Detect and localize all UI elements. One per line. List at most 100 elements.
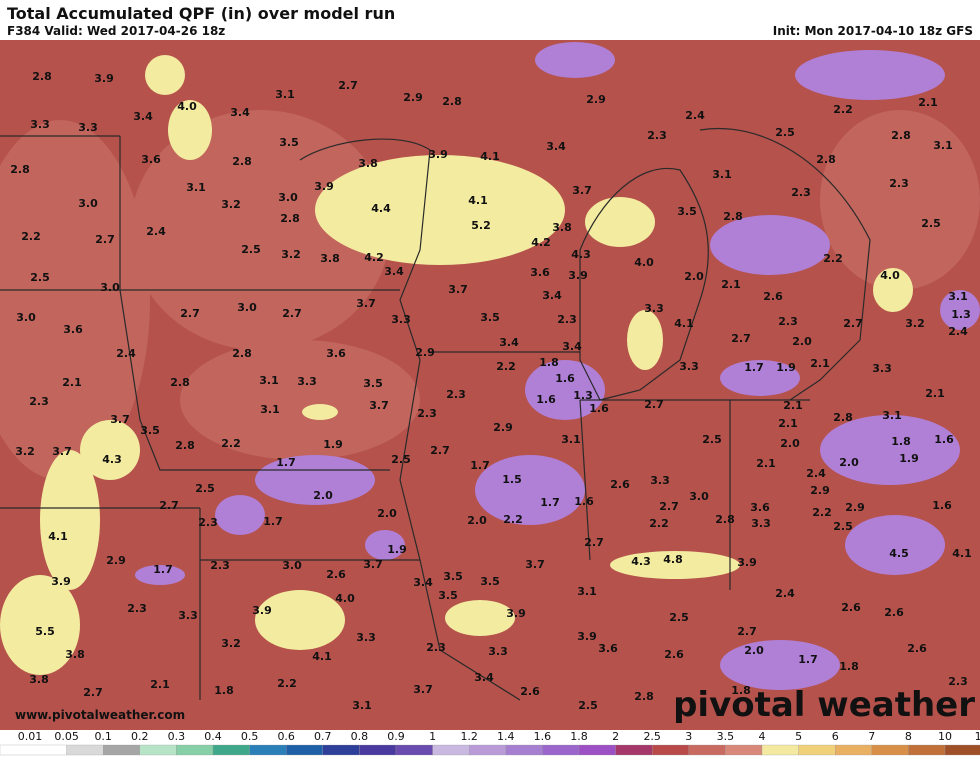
- value-label: 4.2: [531, 236, 551, 249]
- value-label: 1.8: [214, 684, 234, 697]
- legend-label: 8: [905, 730, 912, 743]
- value-label: 3.4: [133, 110, 153, 123]
- value-label: 2.2: [649, 517, 669, 530]
- value-label: 3.1: [275, 88, 295, 101]
- value-label: 3.5: [677, 205, 697, 218]
- value-label: 2.7: [731, 332, 751, 345]
- value-label: 3.8: [65, 648, 85, 661]
- value-label: 4.3: [631, 555, 651, 568]
- legend-label: 0.8: [351, 730, 369, 743]
- value-label: 3.2: [281, 248, 301, 261]
- legend-label: 2: [612, 730, 619, 743]
- value-label: 3.1: [352, 699, 372, 712]
- value-label: 5.2: [471, 219, 491, 232]
- value-label: 3.1: [577, 585, 597, 598]
- value-label: 2.6: [841, 601, 861, 614]
- value-label: 2.8: [442, 95, 462, 108]
- legend-label: 6: [832, 730, 839, 743]
- value-label: 2.9: [586, 93, 606, 106]
- value-label: 3.4: [546, 140, 566, 153]
- watermark: pivotal weather: [673, 685, 975, 725]
- legend-swatch: [139, 744, 177, 756]
- legend: 0.01 0.05 0.1 0.2 0.3 0.4 0.5 0.6 0.7 0.8 0.9 1 1.2 1…: [0, 730, 980, 756]
- legend-label: 4: [759, 730, 766, 743]
- value-label: 2.4: [146, 225, 166, 238]
- value-label: 2.2: [496, 360, 516, 373]
- value-label: 2.7: [644, 398, 664, 411]
- value-label: 2.1: [62, 376, 82, 389]
- value-label: 3.3: [644, 302, 664, 315]
- legend-swatch: [66, 744, 104, 756]
- value-label: 2.9: [845, 501, 865, 514]
- legend-swatch: [835, 744, 872, 756]
- value-label: 2.9: [415, 346, 435, 359]
- value-label: 4.1: [480, 150, 500, 163]
- legend-label: 0.01: [18, 730, 43, 743]
- value-label: 2.5: [921, 217, 941, 230]
- value-label: 4.2: [364, 251, 384, 264]
- value-label: 2.7: [584, 536, 604, 549]
- value-label: 4.0: [177, 100, 197, 113]
- value-label: 3.6: [326, 347, 346, 360]
- value-label: 2.3: [426, 641, 446, 654]
- value-label: 1.3: [573, 389, 593, 402]
- value-label: 3.9: [577, 630, 597, 643]
- value-label: 2.6: [326, 568, 346, 581]
- value-label: 2.8: [232, 347, 252, 360]
- value-label: 3.0: [78, 197, 98, 210]
- value-label: 4.0: [335, 592, 355, 605]
- value-label: 3.3: [751, 517, 771, 530]
- legend-swatch: [432, 744, 470, 756]
- value-label: 4.1: [48, 530, 68, 543]
- value-label: 2.1: [810, 357, 830, 370]
- value-label: 3.3: [391, 313, 411, 326]
- website: www.pivotalweather.com: [15, 708, 185, 722]
- value-label: 2.4: [775, 587, 795, 600]
- value-label: 2.8: [175, 439, 195, 452]
- legend-label: 1.8: [570, 730, 588, 743]
- value-label: 2.1: [918, 96, 938, 109]
- legend-label: 0.4: [204, 730, 222, 743]
- legend-swatch: [944, 744, 980, 756]
- value-label: 2.8: [280, 212, 300, 225]
- value-label: 3.6: [141, 153, 161, 166]
- value-label: 1.8: [539, 356, 559, 369]
- value-label: 2.2: [277, 677, 297, 690]
- value-label: 2.2: [823, 252, 843, 265]
- value-label: 4.1: [952, 547, 972, 560]
- legend-label: 7: [868, 730, 875, 743]
- value-label: 2.5: [775, 126, 795, 139]
- value-label: 3.8: [320, 252, 340, 265]
- value-label: 3.5: [140, 424, 160, 437]
- value-label: 3.2: [905, 317, 925, 330]
- value-label: 2.6: [520, 685, 540, 698]
- value-label: 2.3: [417, 407, 437, 420]
- value-label: 3.3: [872, 362, 892, 375]
- value-label: 3.1: [260, 403, 280, 416]
- value-label: 1.6: [932, 499, 952, 512]
- value-label: 2.9: [493, 421, 513, 434]
- value-label: 2.5: [669, 611, 689, 624]
- value-label: 2.2: [503, 513, 523, 526]
- value-label: 2.8: [634, 690, 654, 703]
- value-label: 3.5: [480, 311, 500, 324]
- value-label: 3.5: [438, 589, 458, 602]
- value-label: 3.7: [448, 283, 468, 296]
- header-bg: [0, 0, 980, 40]
- legend-swatch: [469, 744, 506, 756]
- legend-swatch: [871, 744, 909, 756]
- value-label: 3.6: [63, 323, 83, 336]
- value-label: 2.0: [839, 456, 859, 469]
- value-label: 1.9: [387, 543, 407, 556]
- value-label: 1.8: [839, 660, 859, 673]
- value-label: 2.6: [907, 642, 927, 655]
- value-label: 2.1: [150, 678, 170, 691]
- value-label: 3.6: [598, 642, 618, 655]
- value-label: 2.0: [684, 270, 704, 283]
- value-label: 2.9: [106, 554, 126, 567]
- value-label: 2.8: [10, 163, 30, 176]
- value-label: 2.6: [884, 606, 904, 619]
- value-label: 3.3: [178, 609, 198, 622]
- map: 2.8 3.9 3.1 2.7 2.9 2.8 2.9 2.4 2.2 2.1 3.3 3.3 3.4 4…: [0, 40, 980, 730]
